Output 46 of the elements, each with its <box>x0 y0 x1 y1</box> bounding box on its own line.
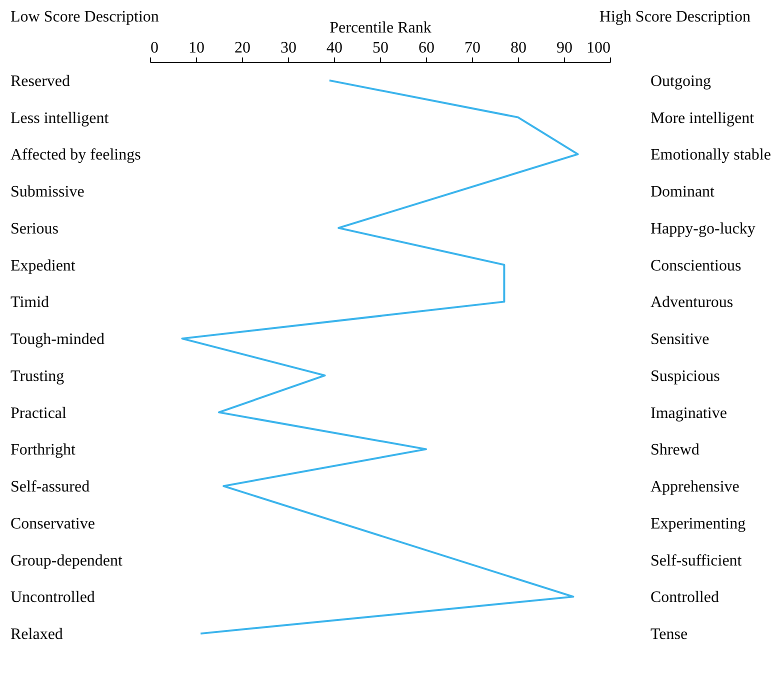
x-tick-label: 10 <box>188 40 204 56</box>
y2-tick-label: Conscientious <box>650 257 742 274</box>
y-tick-label: Practical <box>10 404 68 422</box>
x-tick-label: 90 <box>556 40 572 56</box>
y-tick-label: Conservative <box>10 515 95 532</box>
y-tick-label: Relaxed <box>10 626 63 644</box>
y2-tick-label: Imaginative <box>650 404 727 422</box>
y-tick-label: Less intelligent <box>10 110 110 127</box>
y-tick-label: Submissive <box>10 184 84 201</box>
y2-tick-label: Adventurous <box>650 294 734 312</box>
y-tick-label: Expedient <box>10 257 76 274</box>
y2-tick-label: Shrewd <box>650 442 700 459</box>
y2-tick-label: More intelligent <box>650 110 755 127</box>
y-tick-label: Timid <box>10 294 50 312</box>
y-tick-label: Reserved <box>10 72 70 90</box>
y2-tick-label: Apprehensive <box>650 478 740 496</box>
y2-tick-label: Dominant <box>650 184 716 201</box>
y2-tick-label: Controlled <box>650 589 719 606</box>
y2-tick-label: Happy-go-lucky <box>650 220 756 238</box>
y2-tick-label: Suspicious <box>650 368 720 385</box>
x-tick-label: 40 <box>326 40 342 56</box>
y-tick-label: Self-assured <box>10 478 90 496</box>
x-tick-label: 20 <box>234 40 250 56</box>
y2-tick-label: Self-sufficient <box>650 552 742 570</box>
y-axis-title: Low Score Description <box>10 8 159 26</box>
y2-tick-label: Outgoing <box>650 72 711 90</box>
y-tick-label: Group-dependent <box>10 552 124 570</box>
x-tick-label: 70 <box>464 40 480 56</box>
y-tick-label: Tough-minded <box>10 331 104 348</box>
x-tick-label: 60 <box>418 40 434 56</box>
y2-tick-label: Experimenting <box>650 515 746 532</box>
y-tick-label: Uncontrolled <box>10 589 95 606</box>
y-tick-label: Trusting <box>10 368 64 385</box>
x-tick-label: 30 <box>280 40 296 56</box>
x-tick-label: 0 <box>150 40 158 56</box>
x-axis-title: Percentile Rank <box>330 20 432 36</box>
y2-tick-label: Emotionally stable <box>650 146 771 164</box>
y-tick-label: Forthright <box>10 442 76 459</box>
y-tick-label: Serious <box>10 220 58 238</box>
y-tick-label: Affected by feelings <box>10 146 141 164</box>
x-tick-label: 50 <box>372 40 388 56</box>
y2-tick-label: Tense <box>650 626 688 644</box>
y2-tick-label: Sensitive <box>650 331 710 348</box>
x-tick-label: 80 <box>510 40 526 56</box>
x-tick-label: 100 <box>586 40 610 56</box>
y2-axis-title: High Score Description <box>599 8 750 26</box>
